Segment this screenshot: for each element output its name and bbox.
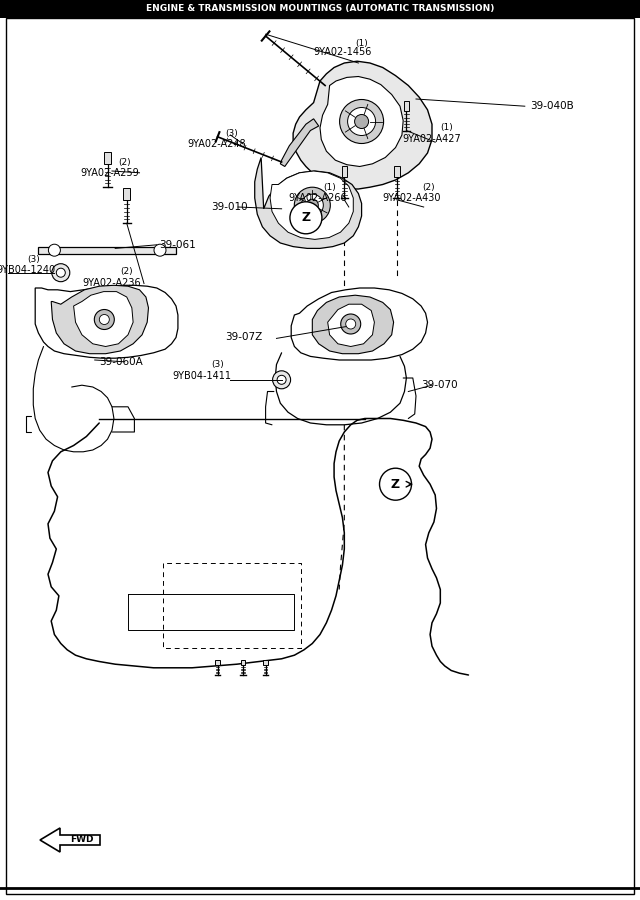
Text: (2): (2) <box>422 183 435 192</box>
Circle shape <box>273 371 291 389</box>
Polygon shape <box>35 285 178 358</box>
Circle shape <box>380 468 412 500</box>
Circle shape <box>49 244 60 256</box>
Text: (3): (3) <box>211 360 224 369</box>
Circle shape <box>340 314 361 334</box>
Text: 39-040B: 39-040B <box>530 101 573 112</box>
Text: 9YA02-A248: 9YA02-A248 <box>187 139 246 149</box>
Text: (3): (3) <box>27 255 40 264</box>
Polygon shape <box>104 152 111 165</box>
Circle shape <box>355 114 369 129</box>
Polygon shape <box>328 304 374 347</box>
Text: 39-010: 39-010 <box>211 202 248 212</box>
Text: 9YA02-A266: 9YA02-A266 <box>288 193 347 203</box>
Circle shape <box>94 310 115 329</box>
Text: 39-060A: 39-060A <box>99 356 143 367</box>
Text: 9YA02-A236: 9YA02-A236 <box>82 278 141 289</box>
Circle shape <box>346 319 356 329</box>
Circle shape <box>340 100 383 143</box>
Polygon shape <box>38 247 176 254</box>
Text: (2): (2) <box>120 267 133 276</box>
Circle shape <box>294 187 330 223</box>
Circle shape <box>277 375 286 384</box>
Text: Z: Z <box>301 212 310 224</box>
Text: 9YA02-A427: 9YA02-A427 <box>402 134 461 145</box>
Text: 39-061: 39-061 <box>159 239 195 250</box>
Polygon shape <box>124 188 130 201</box>
Bar <box>0 0 640 18</box>
Text: (2): (2) <box>118 158 131 166</box>
Polygon shape <box>280 119 319 166</box>
Polygon shape <box>270 171 353 239</box>
Text: 9YB04-1240: 9YB04-1240 <box>0 265 56 275</box>
Circle shape <box>290 202 322 234</box>
Circle shape <box>99 314 109 325</box>
Polygon shape <box>404 101 409 111</box>
Text: (3): (3) <box>225 129 238 138</box>
Text: 39-07Z: 39-07Z <box>225 331 262 342</box>
Polygon shape <box>74 292 133 346</box>
Circle shape <box>301 194 323 216</box>
Polygon shape <box>394 166 399 177</box>
Text: FWD: FWD <box>70 835 93 844</box>
Text: 9YA02-A259: 9YA02-A259 <box>80 167 139 178</box>
Circle shape <box>307 199 318 212</box>
Polygon shape <box>320 76 403 166</box>
Text: 9YA02-1456: 9YA02-1456 <box>314 47 372 58</box>
Text: 9YB04-1411: 9YB04-1411 <box>173 371 232 382</box>
Circle shape <box>348 107 376 136</box>
Polygon shape <box>291 288 428 360</box>
Polygon shape <box>241 660 245 665</box>
Text: (1): (1) <box>355 39 368 48</box>
Polygon shape <box>342 166 347 177</box>
Circle shape <box>56 268 65 277</box>
Text: (1): (1) <box>440 123 453 132</box>
Polygon shape <box>216 660 220 665</box>
Text: (1): (1) <box>323 183 336 192</box>
Text: ENGINE & TRANSMISSION MOUNTINGS (AUTOMATIC TRANSMISSION): ENGINE & TRANSMISSION MOUNTINGS (AUTOMAT… <box>146 4 494 13</box>
Polygon shape <box>51 285 148 354</box>
Polygon shape <box>255 158 362 248</box>
Circle shape <box>154 244 166 256</box>
Polygon shape <box>293 61 432 189</box>
Polygon shape <box>40 828 100 852</box>
Text: Z: Z <box>391 478 400 491</box>
Text: 9YA02-A430: 9YA02-A430 <box>383 193 441 203</box>
Circle shape <box>52 264 70 282</box>
Text: 39-070: 39-070 <box>421 380 458 391</box>
Polygon shape <box>312 295 394 354</box>
Polygon shape <box>264 660 268 665</box>
